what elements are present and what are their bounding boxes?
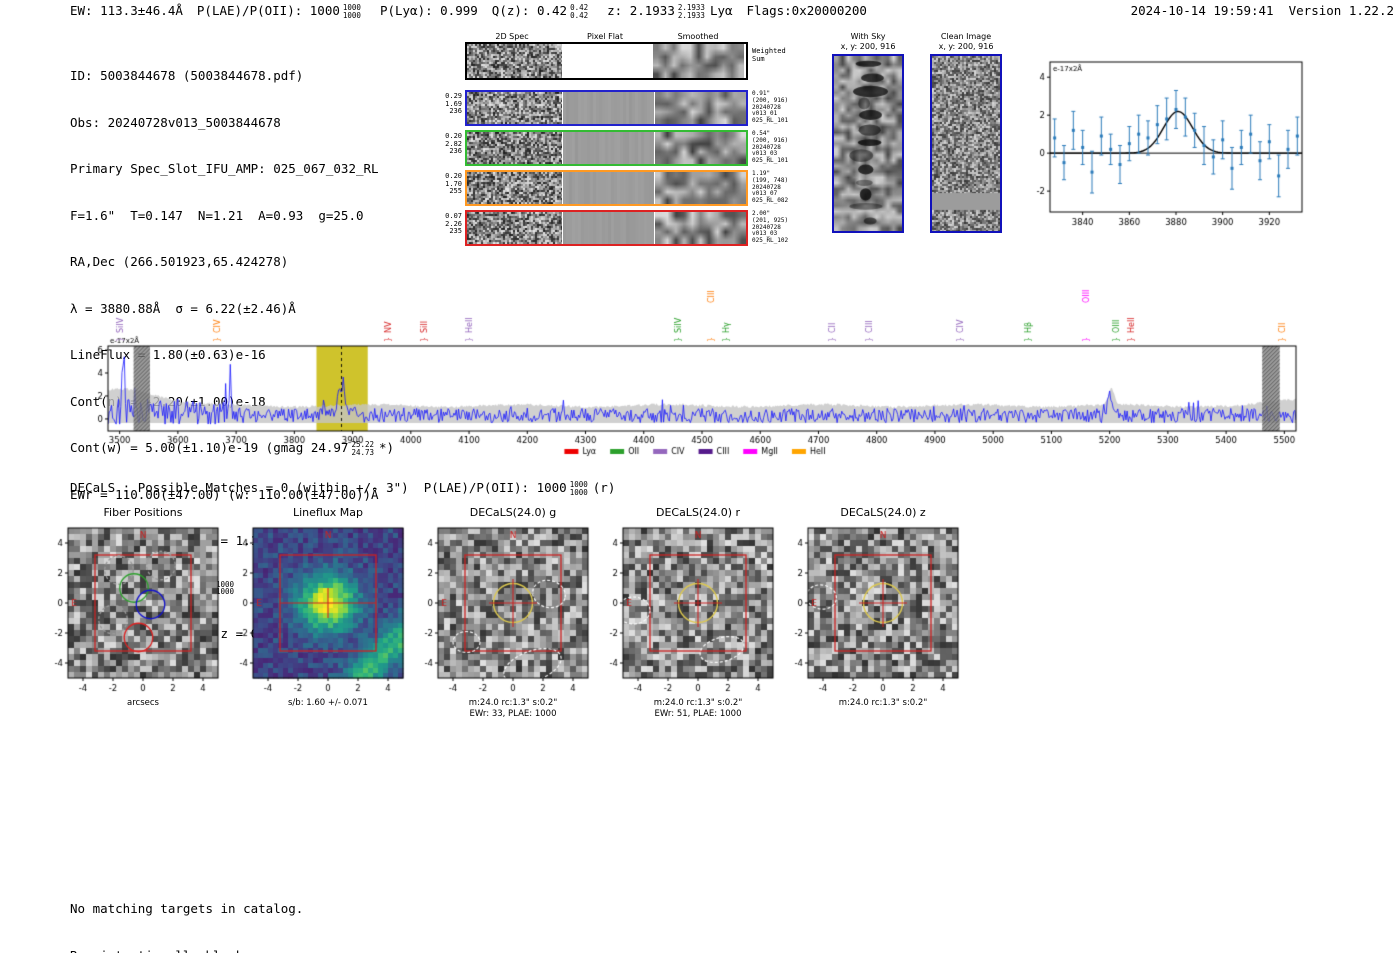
fiber-row-2 bbox=[465, 130, 748, 166]
weighted-sum-label: Weighted Sum bbox=[752, 47, 786, 63]
flags-value: Flags:0x20000200 bbox=[746, 3, 867, 18]
fiber-row-1-meta: 0.91" (200, 916) 20240728 v013_01 025_RL… bbox=[752, 90, 789, 125]
z-type: Lyα bbox=[709, 3, 733, 18]
weighted-sum-row bbox=[465, 42, 748, 80]
cutout-title-fiber-positions: Fiber Positions bbox=[103, 506, 183, 519]
cutout-subline-decals-g: EWr: 33, PLAE: 1000 bbox=[469, 709, 557, 719]
cutout-subline-decals-r: EWr: 51, PLAE: 1000 bbox=[654, 709, 742, 719]
info-obs: Obs: 20240728v013_5003844678 bbox=[70, 114, 281, 130]
line-fit-plot bbox=[1030, 50, 1320, 235]
timestamp: 2024-10-14 19:59:41 Version 1.22.2 bbox=[1130, 3, 1394, 18]
fiber-row-2-weights: 0.20 2.82 236 bbox=[445, 132, 462, 156]
fiber-row-4-weights: 0.07 2.26 235 bbox=[445, 212, 462, 236]
weighted-2d-spec-image bbox=[467, 44, 562, 78]
fiber3-smoothed-image bbox=[655, 172, 746, 204]
fiber-positions-image bbox=[40, 522, 230, 694]
cutout-xlabel-fiber-positions: arcsecs bbox=[127, 698, 159, 708]
plae-lo: 1000 bbox=[342, 10, 361, 20]
fiber-row-4 bbox=[465, 210, 748, 246]
header-line: EW: 113.3±46.4Å P(LAE)/P(OII): 1000 1000 10… bbox=[70, 3, 867, 19]
decals-z-image bbox=[780, 522, 970, 694]
clean-image-title: Clean Image bbox=[940, 32, 992, 41]
with-sky-panel: With Sky x, y: 200, 916 bbox=[832, 32, 904, 238]
plya-value: P(Lyα): 0.999 bbox=[379, 3, 478, 18]
weighted-smoothed-image bbox=[653, 44, 744, 78]
decals-plae-range: 1000 1000 bbox=[570, 481, 588, 496]
qz-lo: 0.42 bbox=[570, 10, 589, 20]
fiber2-2d-spec-image bbox=[467, 132, 562, 164]
decals-header-suffix: (r) bbox=[592, 480, 616, 495]
ew-value: EW: 113.3±46.4Å bbox=[70, 3, 183, 18]
decals-header-text: DECaLS : Possible Matches = 0 (within +/… bbox=[70, 480, 567, 495]
decals-header: DECaLS : Possible Matches = 0 (within +/… bbox=[70, 480, 615, 496]
fiber2-smoothed-image bbox=[655, 132, 746, 164]
qz-range: 0.42 0.42 bbox=[570, 4, 588, 19]
decals-plae-lo: 1000 bbox=[569, 487, 588, 497]
fiber3-2d-spec-image bbox=[467, 172, 562, 204]
fiber4-pixel-flat-image bbox=[563, 212, 654, 244]
lineflux-map-image bbox=[225, 522, 415, 694]
cutout-title-decals-z: DECaLS(24.0) z bbox=[840, 506, 926, 519]
decals-plae-hi: 1000 bbox=[569, 480, 588, 489]
with-sky-coords: x, y: 200, 916 bbox=[840, 42, 896, 51]
fiber2-pixel-flat-image bbox=[563, 132, 654, 164]
col-title-2d-spec: 2D Spec bbox=[495, 32, 529, 41]
fiber-row-1 bbox=[465, 90, 748, 126]
z-value: z: 2.1933 bbox=[607, 3, 675, 18]
fiber4-2d-spec-image bbox=[467, 212, 562, 244]
plae-value: P(LAE)/P(OII): 1000 bbox=[196, 3, 340, 18]
clean-image-panel: Clean Image x, y: 200, 916 bbox=[930, 32, 1002, 238]
cutout-xlabel-decals-g: m:24.0 rc:1.3" s:0.2" bbox=[468, 698, 558, 708]
z-range: 2.1933 2.1933 bbox=[678, 4, 705, 19]
info-quality: F=1.6" T=0.147 N=1.21 A=0.93 g=25.0 bbox=[70, 207, 364, 223]
cutout-title-lineflux-map: Lineflux Map bbox=[292, 506, 364, 519]
fiber-row-3-weights: 0.20 1.70 255 bbox=[445, 172, 462, 196]
plae-hi: 1000 bbox=[342, 3, 361, 12]
twod-spec-panel: 2D Spec Pixel Flat Smoothed Weighted Sum… bbox=[445, 28, 815, 263]
with-sky-image bbox=[832, 54, 904, 233]
col-title-smoothed: Smoothed bbox=[677, 32, 719, 41]
footer-line-2: Row intentionally blank. bbox=[70, 948, 303, 953]
fiber-row-3 bbox=[465, 170, 748, 206]
qz-value: Q(z): 0.42 bbox=[491, 3, 568, 18]
cutout-decals-g: DECaLS(24.0) g m:24.0 rc:1.3" s:0.2" EWr… bbox=[410, 506, 600, 721]
with-sky-title: With Sky bbox=[850, 32, 886, 41]
full-spectrum-plot bbox=[60, 270, 1340, 462]
col-title-pixel-flat: Pixel Flat bbox=[587, 32, 623, 41]
cutout-title-decals-g: DECaLS(24.0) g bbox=[469, 506, 557, 519]
fiber3-pixel-flat-image bbox=[563, 172, 654, 204]
cutout-title-decals-r: DECaLS(24.0) r bbox=[655, 506, 741, 519]
info-id: ID: 5003844678 (5003844678.pdf) bbox=[70, 68, 304, 83]
decals-g-image bbox=[410, 522, 600, 694]
fiber-row-2-meta: 0.54" (200, 916) 20240728 v013_03 025_RL… bbox=[752, 130, 789, 165]
cutout-lineflux-map: Lineflux Map s/b: 1.60 +/- 0.071 bbox=[225, 506, 415, 721]
cutout-decals-r: DECaLS(24.0) r m:24.0 rc:1.3" s:0.2" EWr… bbox=[595, 506, 785, 721]
fiber-row-3-meta: 1.19" (199, 748) 20240728 v013_07 025_RL… bbox=[752, 170, 789, 205]
footer-note: No matching targets in catalog. Row inte… bbox=[70, 870, 303, 953]
cutout-xlabel-decals-r: m:24.0 rc:1.3" s:0.2" bbox=[653, 698, 743, 708]
fiber-row-1-weights: 0.29 1.69 236 bbox=[445, 92, 462, 116]
decals-r-image bbox=[595, 522, 785, 694]
info-radec: RA,Dec (266.501923,65.424278) bbox=[70, 254, 289, 269]
footer-line-1: No matching targets in catalog. bbox=[70, 901, 304, 916]
cutout-xlabel-decals-z: m:24.0 rc:1.3" s:0.2" bbox=[838, 698, 928, 708]
z-lo: 2.1933 bbox=[677, 10, 705, 20]
clean-image-coords: x, y: 200, 916 bbox=[938, 42, 994, 51]
fiber-row-4-meta: 2.00" (201, 925) 20240728 v013_03 025_RL… bbox=[752, 210, 789, 245]
fiber1-2d-spec-image bbox=[467, 92, 562, 124]
cutout-decals-z: DECaLS(24.0) z m:24.0 rc:1.3" s:0.2" bbox=[780, 506, 970, 721]
cutout-fiber-positions: Fiber Positions arcsecs bbox=[40, 506, 230, 721]
fiber1-pixel-flat-image bbox=[563, 92, 654, 124]
qz-hi: 0.42 bbox=[570, 3, 589, 12]
clean-image bbox=[930, 54, 1002, 233]
fiber1-smoothed-image bbox=[655, 92, 746, 124]
info-primary-amp: Primary Spec_Slot_IFU_AMP: 025_067_032_R… bbox=[70, 161, 379, 176]
info-ewr: EWr = 110.00(±47.00) (w: 110.00(±47.00))… bbox=[70, 486, 379, 502]
cutout-xlabel-lineflux-map: s/b: 1.60 +/- 0.071 bbox=[288, 698, 368, 708]
fiber4-smoothed-image bbox=[655, 212, 746, 244]
z-hi: 2.1933 bbox=[677, 3, 705, 12]
plae-range: 1000 1000 bbox=[343, 4, 361, 19]
